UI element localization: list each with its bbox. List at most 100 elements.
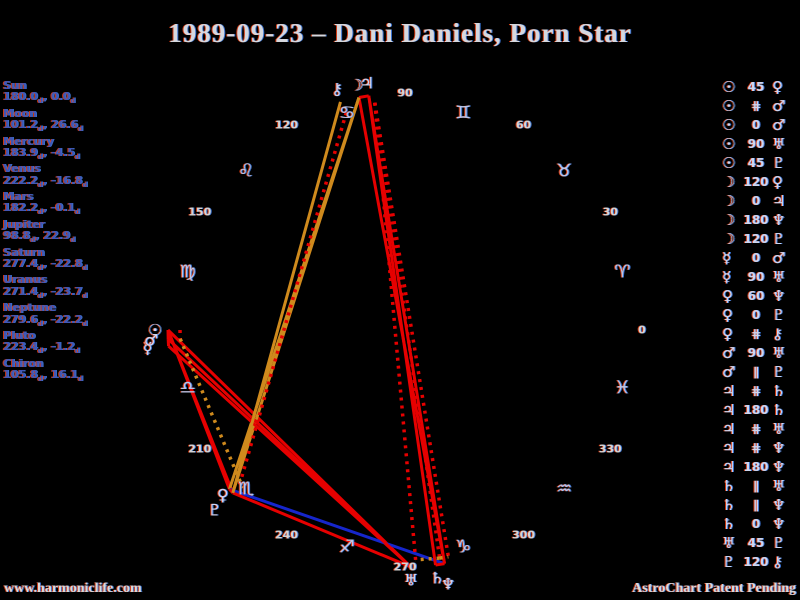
venus-icon: ♀ [772,173,783,191]
aspect-row-pluto-chiron: ♇ 120 ⚷ [722,553,794,572]
sign-scorpio-icon: ♏ [237,478,254,500]
planet-row-mars: Mars 182.2d, -0.1d [3,191,123,219]
planet-row-sun: Sun 180.0d, 0.0d [3,80,123,108]
planet-glyph-uranus-icon: ♅ [403,570,419,590]
website-watermark: www.harmoniclife.com [4,581,142,596]
planet-lon-dec: 182.2d, -0.1d [3,201,80,217]
aspect-row-moon-venus: ☽ 120 ♀ [722,173,794,192]
planet-glyph-neptune-icon: ♆ [440,574,456,594]
venus-icon: ♀ [722,306,733,324]
planet-row-moon: Moon 101.2d, 26.6d [3,107,123,136]
aspect-symbol: ⋕ [750,384,762,398]
aspect-line-mars-pluto [178,338,245,489]
sign-libra-icon: ♎ [179,377,196,399]
aspect-row-mars-uranus: ♂ 90 ♅ [722,344,794,363]
sign-aries-icon: ♈ [614,261,631,283]
mars-icon: ♂ [722,363,736,381]
uranus-icon: ♅ [772,477,786,495]
aspect-row-mercury-mars: ☿ 0 ♂ [722,249,794,268]
planet-row-pluto: Pluto 223.4d, -1.2d [3,330,123,358]
planet-lon-dec: 277.4d, -22.8d [3,256,88,273]
pluto-icon: ♇ [772,363,786,381]
moon-icon: ☽ [722,192,736,210]
planet-lon-dec: 101.2d, 26.6d [3,118,83,134]
aspect-row-venus-neptune: ♀ 60 ♆ [722,287,794,306]
aspect-line-jupiter-neptune [373,102,451,558]
brand-watermark: AstroChart Patent Pending [632,581,796,596]
page-title: 1989-09-23 – Dani Daniels, Porn Star [168,18,632,48]
aspect-row-jupiter-saturn: ♃ ⋕ ♄ [722,382,794,401]
planet-lon-dec: 279.6d, -22.2d [3,312,88,328]
aspect-row-jupiter-neptune: ♃ 180 ♆ [722,458,794,477]
pluto-icon: ♇ [772,306,786,324]
aspect-symbol: 90 [747,270,765,284]
aspect-symbol: 45 [747,536,765,550]
jupiter-icon: ♃ [722,420,736,438]
aspect-line-jupiter-neptune [367,95,447,564]
aspect-symbol: ⋕ [750,99,762,113]
aspect-symbol: 0 [751,251,761,265]
planet-row-jupiter: Jupiter 98.8d, 22.9d [3,219,123,247]
jupiter-icon: ♃ [722,439,736,457]
sign-sagittarius-icon: ♐ [338,536,355,558]
sign-leo-icon: ♌ [237,160,254,182]
aspect-line-pluto-chiron [231,101,342,494]
mars-icon: ♂ [772,97,786,115]
aspect-line-uranus-pluto [232,491,412,569]
degree-label-60: 60 [515,118,532,132]
planet-name: Saturn [3,245,45,259]
aspect-symbol: 90 [747,346,765,360]
planet-name: Chiron [3,356,44,370]
aspect-row-sun-mars: ☉ ⋕ ♂ [722,97,794,116]
venus-icon: ♀ [722,287,733,305]
aspect-row-sun-venus: ☉ 45 ♀ [722,78,794,97]
uranus-icon: ♅ [722,534,736,552]
jupiter-icon: ♃ [722,382,736,400]
planet-name: Jupiter [3,217,45,231]
aspect-line-mars-uranus [167,338,412,569]
aspect-symbol: ⋕ [750,327,762,341]
aspect-symbol: ⋕ [750,422,762,436]
planet-row-chiron: Chiron 105.8d, 16.1d [3,358,123,386]
sun-icon: ☉ [722,154,736,172]
planet-row-mercury: Mercury 183.9d, -4.5d [3,135,123,164]
moon-icon: ☽ [722,211,736,229]
aspect-line-saturn-neptune [435,562,445,567]
pluto-icon: ♇ [772,154,786,172]
degree-label-120: 120 [275,118,298,132]
aspect-line-moon-pluto [231,97,361,494]
planet-position-table: Sun 180.0d, 0.0d Moon 101.2d, 26.6d Mercury 1… [3,80,123,386]
degree-label-270: 270 [393,560,417,574]
mercury-icon: ☿ [722,249,732,267]
aspect-symbol: 180 [743,460,769,474]
sign-gemini-icon: ♊ [455,102,472,124]
mars-icon: ♂ [722,344,736,362]
degree-label-30: 30 [602,205,618,218]
jupiter-icon: ♃ [772,192,786,210]
planet-glyph-chiron-icon: ⚷ [331,79,343,99]
aspect-row-moon-jupiter: ☽ 0 ♃ [722,192,794,211]
degree-label-150: 150 [188,205,212,218]
pluto-icon: ♇ [722,553,736,571]
aspect-symbol: ⋕ [750,441,762,455]
aspect-row-sun-mars: ☉ 0 ♂ [722,116,794,135]
planet-lon-dec: 183.9d, -4.5d [3,145,80,162]
jupiter-icon: ♃ [722,401,736,419]
sign-capricorn-icon: ♑ [455,536,472,558]
planet-glyph-mars-icon: ♂ [144,330,159,350]
aspect-symbol: 120 [743,232,769,246]
sun-icon: ☉ [722,97,736,115]
aspect-symbol: ∥ [753,479,759,493]
saturn-icon: ♄ [722,477,736,495]
neptune-icon: ♆ [772,515,786,533]
neptune-icon: ♆ [772,496,786,514]
saturn-icon: ♄ [772,401,786,419]
planet-name: Sun [3,79,27,92]
aspect-symbol: 60 [747,289,765,303]
aspect-symbol: 0 [751,517,761,531]
degree-label-90: 90 [397,86,413,100]
sun-icon: ☉ [722,116,736,134]
aspect-symbol: 0 [751,194,761,208]
